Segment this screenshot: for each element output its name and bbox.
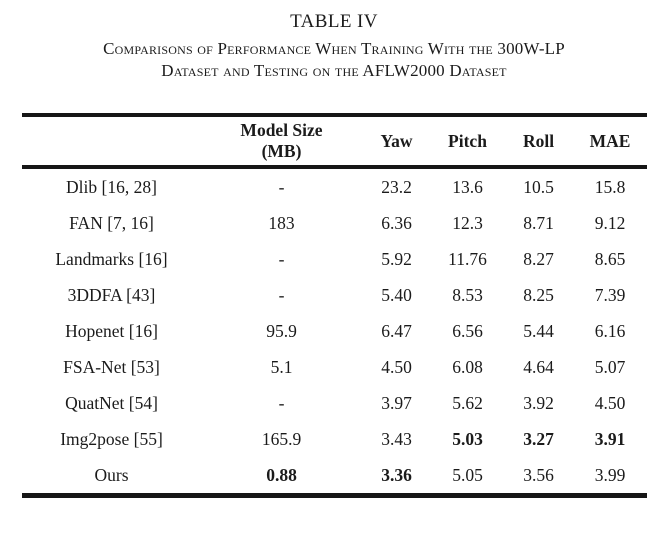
- cell-pitch: 5.05: [452, 464, 483, 485]
- header-method: [22, 115, 202, 167]
- cell-method: FSA-Net [53]: [63, 356, 160, 377]
- cell-pitch: 12.3: [452, 212, 483, 233]
- cell-mae: 15.8: [594, 176, 626, 197]
- cell-method: Ours: [94, 464, 129, 485]
- table-row: Landmarks [16] - 5.92 11.76 8.27 8.65: [22, 241, 647, 277]
- cell-method: 3DDFA [43]: [67, 284, 156, 305]
- header-row: Model Size (MB) Yaw Pitch Roll MAE: [21, 115, 647, 167]
- header-roll: Roll: [522, 130, 555, 151]
- cell-pitch: 5.03: [452, 428, 483, 449]
- cell-yaw: 3.43: [381, 428, 412, 449]
- header-model-size-line2: (MB): [261, 141, 302, 161]
- cell-method: Hopenet [16]: [65, 320, 158, 341]
- table-caption: Comparisons of Performance When Training…: [0, 38, 668, 82]
- table-header: Model Size (MB) Yaw Pitch Roll MAE: [21, 115, 647, 167]
- cell-pitch: 6.08: [452, 356, 483, 377]
- cell-pitch: 13.6: [452, 176, 483, 197]
- cell-mae: 8.65: [594, 248, 626, 269]
- cell-roll: 3.27: [523, 428, 554, 449]
- cell-yaw: 6.36: [381, 212, 412, 233]
- cell-yaw: 23.2: [381, 176, 412, 197]
- cell-method: Landmarks [16]: [55, 248, 168, 269]
- cell-model-size: 0.88: [266, 464, 297, 485]
- table-row: QuatNet [54] - 3.97 5.62 3.92 4.50: [22, 385, 647, 421]
- header-model-size-line1: Model Size: [240, 120, 323, 140]
- cell-model-size: 5.1: [270, 356, 293, 377]
- cell-pitch: 6.56: [452, 320, 483, 341]
- cell-pitch: 8.53: [452, 284, 483, 305]
- cell-model-size: -: [278, 284, 285, 305]
- header-mae: MAE: [589, 130, 631, 151]
- cell-pitch: 5.62: [452, 392, 483, 413]
- table-row: FAN [7, 16] 183 6.36 12.3 8.71 9.12: [22, 205, 647, 241]
- cell-model-size: -: [278, 176, 285, 197]
- cell-mae: 3.99: [594, 464, 626, 485]
- cell-model-size: 183: [268, 212, 295, 233]
- header-model-size: Model Size (MB): [202, 115, 362, 167]
- table-row: Dlib [16, 28] - 23.2 13.6 10.5 15.8: [22, 167, 647, 205]
- header-yaw: Yaw: [380, 130, 413, 151]
- header-pitch: Pitch: [448, 130, 487, 151]
- cell-mae: 5.07: [594, 356, 626, 377]
- cell-mae: 3.91: [594, 428, 626, 449]
- cell-yaw: 3.36: [381, 464, 412, 485]
- cell-roll: 8.25: [523, 284, 554, 305]
- table-row: Img2pose [55] 165.9 3.43 5.03 3.27 3.91: [22, 421, 647, 457]
- cell-mae: 6.16: [594, 320, 626, 341]
- table-row: Ours 0.88 3.36 5.05 3.56 3.99: [22, 457, 647, 496]
- cell-yaw: 5.92: [381, 248, 412, 269]
- cell-roll: 3.56: [523, 464, 554, 485]
- cell-mae: 7.39: [594, 284, 626, 305]
- cell-model-size: 95.9: [266, 320, 297, 341]
- table-caption-line-2: Dataset and Testing on the AFLW2000 Data…: [161, 61, 507, 80]
- cell-roll: 8.71: [523, 212, 554, 233]
- cell-method: QuatNet [54]: [65, 392, 158, 413]
- cell-mae: 9.12: [594, 212, 626, 233]
- table-row: FSA-Net [53] 5.1 4.50 6.08 4.64 5.07: [22, 349, 647, 385]
- cell-roll: 3.92: [523, 392, 554, 413]
- cell-roll: 10.5: [523, 176, 554, 197]
- cell-model-size: -: [278, 248, 285, 269]
- cell-method: Img2pose [55]: [60, 428, 163, 449]
- table-caption-line-1: Comparisons of Performance When Training…: [103, 39, 565, 58]
- cell-model-size: -: [278, 392, 285, 413]
- cell-roll: 4.64: [523, 356, 554, 377]
- cell-roll: 5.44: [523, 320, 554, 341]
- cell-model-size: 165.9: [261, 428, 302, 449]
- cell-pitch: 11.76: [448, 248, 487, 269]
- cell-yaw: 4.50: [381, 356, 412, 377]
- cell-method: FAN [7, 16]: [69, 212, 154, 233]
- table-body: Dlib [16, 28] - 23.2 13.6 10.5 15.8 FAN [7, 16…: [22, 167, 647, 496]
- cell-yaw: 5.40: [381, 284, 412, 305]
- table-title: TABLE IV: [290, 11, 378, 32]
- table-row: 3DDFA [43] - 5.40 8.53 8.25 7.39: [22, 277, 647, 313]
- cell-yaw: 6.47: [381, 320, 412, 341]
- cell-yaw: 3.97: [381, 392, 412, 413]
- cell-roll: 8.27: [523, 248, 554, 269]
- results-table: Model Size (MB) Yaw Pitch Roll MAE Dlib …: [21, 113, 647, 498]
- cell-method: Dlib [16, 28]: [66, 176, 157, 197]
- table-row: Hopenet [16] 95.9 6.47 6.56 5.44 6.16: [22, 313, 647, 349]
- cell-mae: 4.50: [594, 392, 626, 413]
